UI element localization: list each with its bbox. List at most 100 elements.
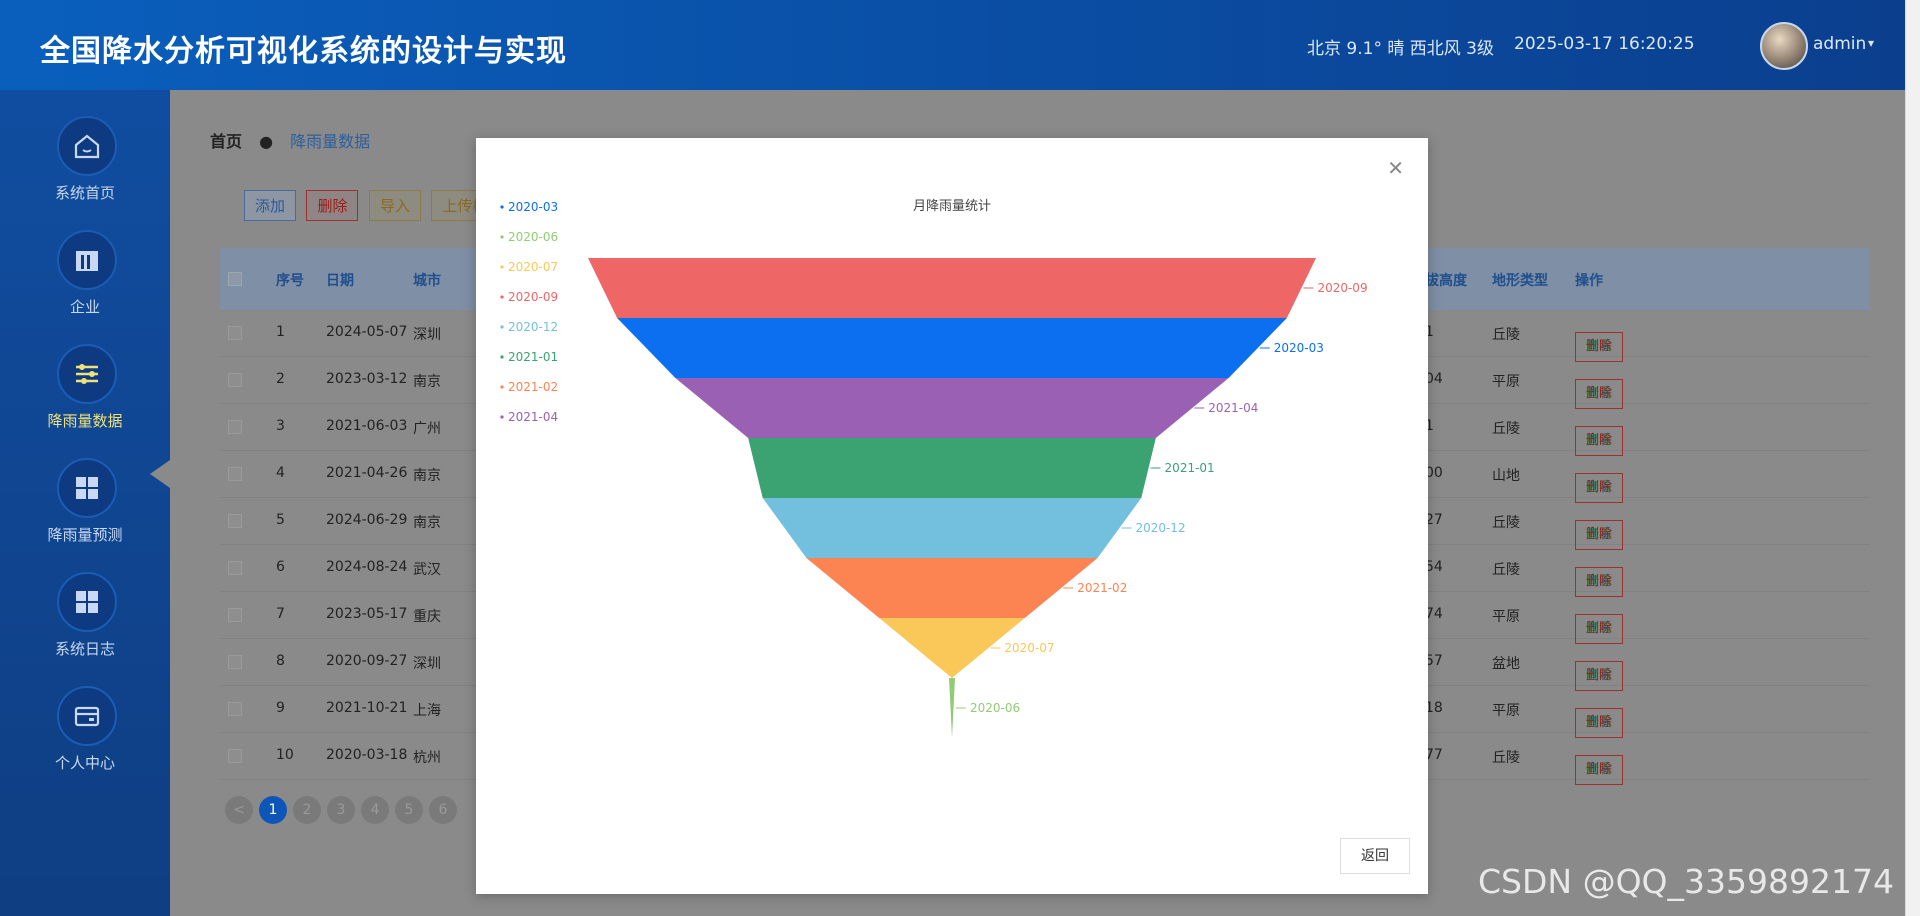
add-button[interactable]: 添加 (244, 190, 297, 221)
funnel-slice[interactable] (748, 438, 1156, 498)
row-checkbox[interactable] (228, 702, 242, 716)
slice-label: 2020-09 (1317, 281, 1367, 295)
import-button[interactable]: 导入 (368, 190, 421, 221)
row-checkbox[interactable] (228, 655, 242, 669)
cell-no: 4 (276, 465, 285, 481)
funnel-slice[interactable] (879, 618, 1025, 678)
funnel-slice[interactable] (806, 558, 1098, 618)
legend-marker[interactable] (500, 205, 504, 209)
sidebar-item-home[interactable]: 系统首页 (0, 116, 170, 226)
cell-altitude: 1 (1425, 324, 1434, 340)
sidebar-item-enterprise[interactable]: 企业 (0, 230, 170, 340)
delete-row-button[interactable]: 删除 (1575, 567, 1623, 597)
building-icon (57, 230, 117, 290)
cell-altitude: 27 (1425, 512, 1443, 528)
prev-page-button[interactable]: < (225, 796, 253, 824)
cell-date: 2023-05-17 (326, 606, 408, 622)
page-button[interactable]: 1 (259, 796, 287, 824)
legend-marker[interactable] (500, 295, 504, 299)
cell-no: 6 (276, 559, 285, 575)
delete-row-button[interactable]: 删除 (1575, 426, 1623, 456)
delete-row-button[interactable]: 删除 (1575, 379, 1623, 409)
legend-label[interactable]: 2020-03 (508, 200, 558, 214)
legend-label[interactable]: 2021-02 (508, 380, 558, 394)
select-all-checkbox[interactable] (228, 272, 242, 286)
cell-city: 武汉 (413, 562, 441, 578)
funnel-chart: 月降雨量统计 2020-03 2020-06 2020-07 2020-09 2020-1… (500, 199, 1368, 738)
col-header-no[interactable]: 序号 (276, 273, 304, 289)
row-checkbox[interactable] (228, 373, 242, 387)
row-checkbox[interactable] (228, 749, 242, 763)
delete-row-button[interactable]: 删除 (1575, 755, 1623, 785)
slice-label: 2020-03 (1274, 341, 1324, 355)
row-checkbox[interactable] (228, 420, 242, 434)
page-button[interactable]: 2 (293, 796, 321, 824)
cell-city: 上海 (413, 703, 441, 719)
col-header-terrain[interactable]: 地形类型 (1492, 273, 1548, 289)
page-button[interactable]: 5 (395, 796, 423, 824)
delete-row-button[interactable]: 删除 (1575, 332, 1623, 362)
legend-marker[interactable] (500, 385, 504, 389)
legend-marker[interactable] (500, 355, 504, 359)
col-header-city[interactable]: 城市 (413, 273, 441, 289)
username[interactable]: admin (1813, 34, 1867, 54)
cell-terrain: 平原 (1492, 609, 1520, 625)
delete-row-button[interactable]: 删除 (1575, 473, 1623, 503)
back-button[interactable]: 返回 (1340, 838, 1410, 874)
legend-label[interactable]: 2020-12 (508, 320, 558, 334)
col-header-date[interactable]: 日期 (326, 273, 354, 289)
row-checkbox[interactable] (228, 326, 242, 340)
delete-row-button[interactable]: 删除 (1575, 708, 1623, 738)
page-button[interactable]: 3 (327, 796, 355, 824)
funnel-slice[interactable] (617, 318, 1287, 378)
page-button[interactable]: 4 (361, 796, 389, 824)
legend-label[interactable]: 2020-07 (508, 260, 558, 274)
sidebar-item-profile[interactable]: 个人中心 (0, 686, 170, 796)
delete-row-button[interactable]: 删除 (1575, 661, 1623, 691)
avatar[interactable] (1760, 22, 1808, 70)
cell-terrain: 丘陵 (1492, 562, 1520, 578)
row-checkbox[interactable] (228, 467, 242, 481)
toolbar: 添加 删除 导入 上传模 (244, 190, 504, 221)
cell-terrain: 平原 (1492, 374, 1520, 390)
legend-label[interactable]: 2020-09 (508, 290, 558, 304)
legend-marker[interactable] (500, 235, 504, 239)
col-header-altitude[interactable]: 拔高度 (1425, 273, 1467, 289)
breadcrumb-home[interactable]: 首页 (210, 132, 243, 151)
legend-marker[interactable] (500, 325, 504, 329)
cell-city: 南京 (413, 515, 441, 531)
row-checkbox[interactable] (228, 514, 242, 528)
funnel-slice[interactable] (588, 258, 1316, 318)
cell-date: 2024-05-07 (326, 324, 408, 340)
sidebar-item-rainfall-forecast[interactable]: 降雨量预测 (0, 458, 170, 568)
slice-label: 2020-06 (970, 701, 1020, 715)
page-button[interactable]: 6 (429, 796, 457, 824)
sidebar-item-rainfall-data[interactable]: 降雨量数据 (0, 344, 170, 454)
funnel-slice[interactable] (949, 678, 955, 738)
legend-label[interactable]: 2021-01 (508, 350, 558, 364)
close-icon[interactable]: ✕ (1387, 156, 1404, 180)
scrollbar[interactable] (1905, 0, 1920, 916)
delete-button[interactable]: 删除 (306, 190, 359, 221)
row-checkbox[interactable] (228, 561, 242, 575)
sidebar-item-label: 企业 (69, 298, 100, 316)
legend-marker[interactable] (500, 265, 504, 269)
sidebar-item-label: 系统首页 (54, 184, 115, 202)
slice-label: 2021-04 (1208, 401, 1258, 415)
funnel-slice[interactable] (762, 498, 1142, 558)
row-checkbox[interactable] (228, 608, 242, 622)
sidebar: 系统首页 企业 降雨量数据 降雨量预测 系统日志 个人中心 (0, 90, 170, 916)
cell-altitude: 04 (1425, 371, 1443, 387)
delete-row-button[interactable]: 删除 (1575, 520, 1623, 550)
delete-row-button[interactable]: 删除 (1575, 614, 1623, 644)
cell-city: 重庆 (413, 609, 441, 625)
legend-label[interactable]: 2021-04 (508, 410, 558, 424)
legend-marker[interactable] (500, 415, 504, 419)
funnel-slice[interactable] (675, 378, 1229, 438)
legend-label[interactable]: 2020-06 (508, 230, 558, 244)
weather-info: 北京 9.1° 晴 西北风 3级 (1307, 39, 1494, 59)
breadcrumb-separator: ● (259, 132, 274, 151)
cell-date: 2021-10-21 (326, 700, 408, 716)
chevron-down-icon[interactable]: ▾ (1868, 36, 1875, 50)
sidebar-item-system-log[interactable]: 系统日志 (0, 572, 170, 682)
